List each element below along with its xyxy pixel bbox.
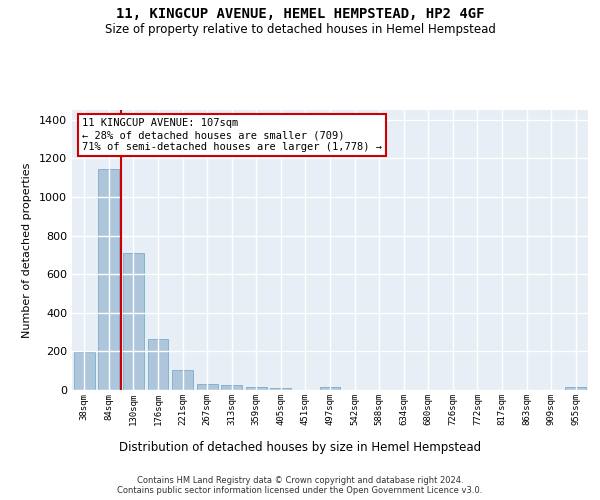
Bar [98, 169, 119, 390]
Text: Distribution of detached houses by size in Hemel Hempstead: Distribution of detached houses by size … [119, 441, 481, 454]
Text: 11 KINGCUP AVENUE: 107sqm
← 28% of detached houses are smaller (709)
71% of semi: 11 KINGCUP AVENUE: 107sqm ← 28% of detac… [82, 118, 382, 152]
Bar [221, 385, 242, 390]
Bar [197, 384, 218, 390]
Text: Contains HM Land Registry data © Crown copyright and database right 2024.
Contai: Contains HM Land Registry data © Crown c… [118, 476, 482, 495]
Bar [320, 388, 340, 390]
Bar [271, 388, 292, 390]
Text: Size of property relative to detached houses in Hemel Hempstead: Size of property relative to detached ho… [104, 22, 496, 36]
Bar [148, 339, 169, 390]
Text: 11, KINGCUP AVENUE, HEMEL HEMPSTEAD, HP2 4GF: 11, KINGCUP AVENUE, HEMEL HEMPSTEAD, HP2… [116, 8, 484, 22]
Bar [565, 388, 586, 390]
Y-axis label: Number of detached properties: Number of detached properties [22, 162, 32, 338]
Bar [172, 370, 193, 390]
Bar [123, 253, 144, 390]
Bar [74, 352, 95, 390]
Bar [246, 388, 267, 390]
